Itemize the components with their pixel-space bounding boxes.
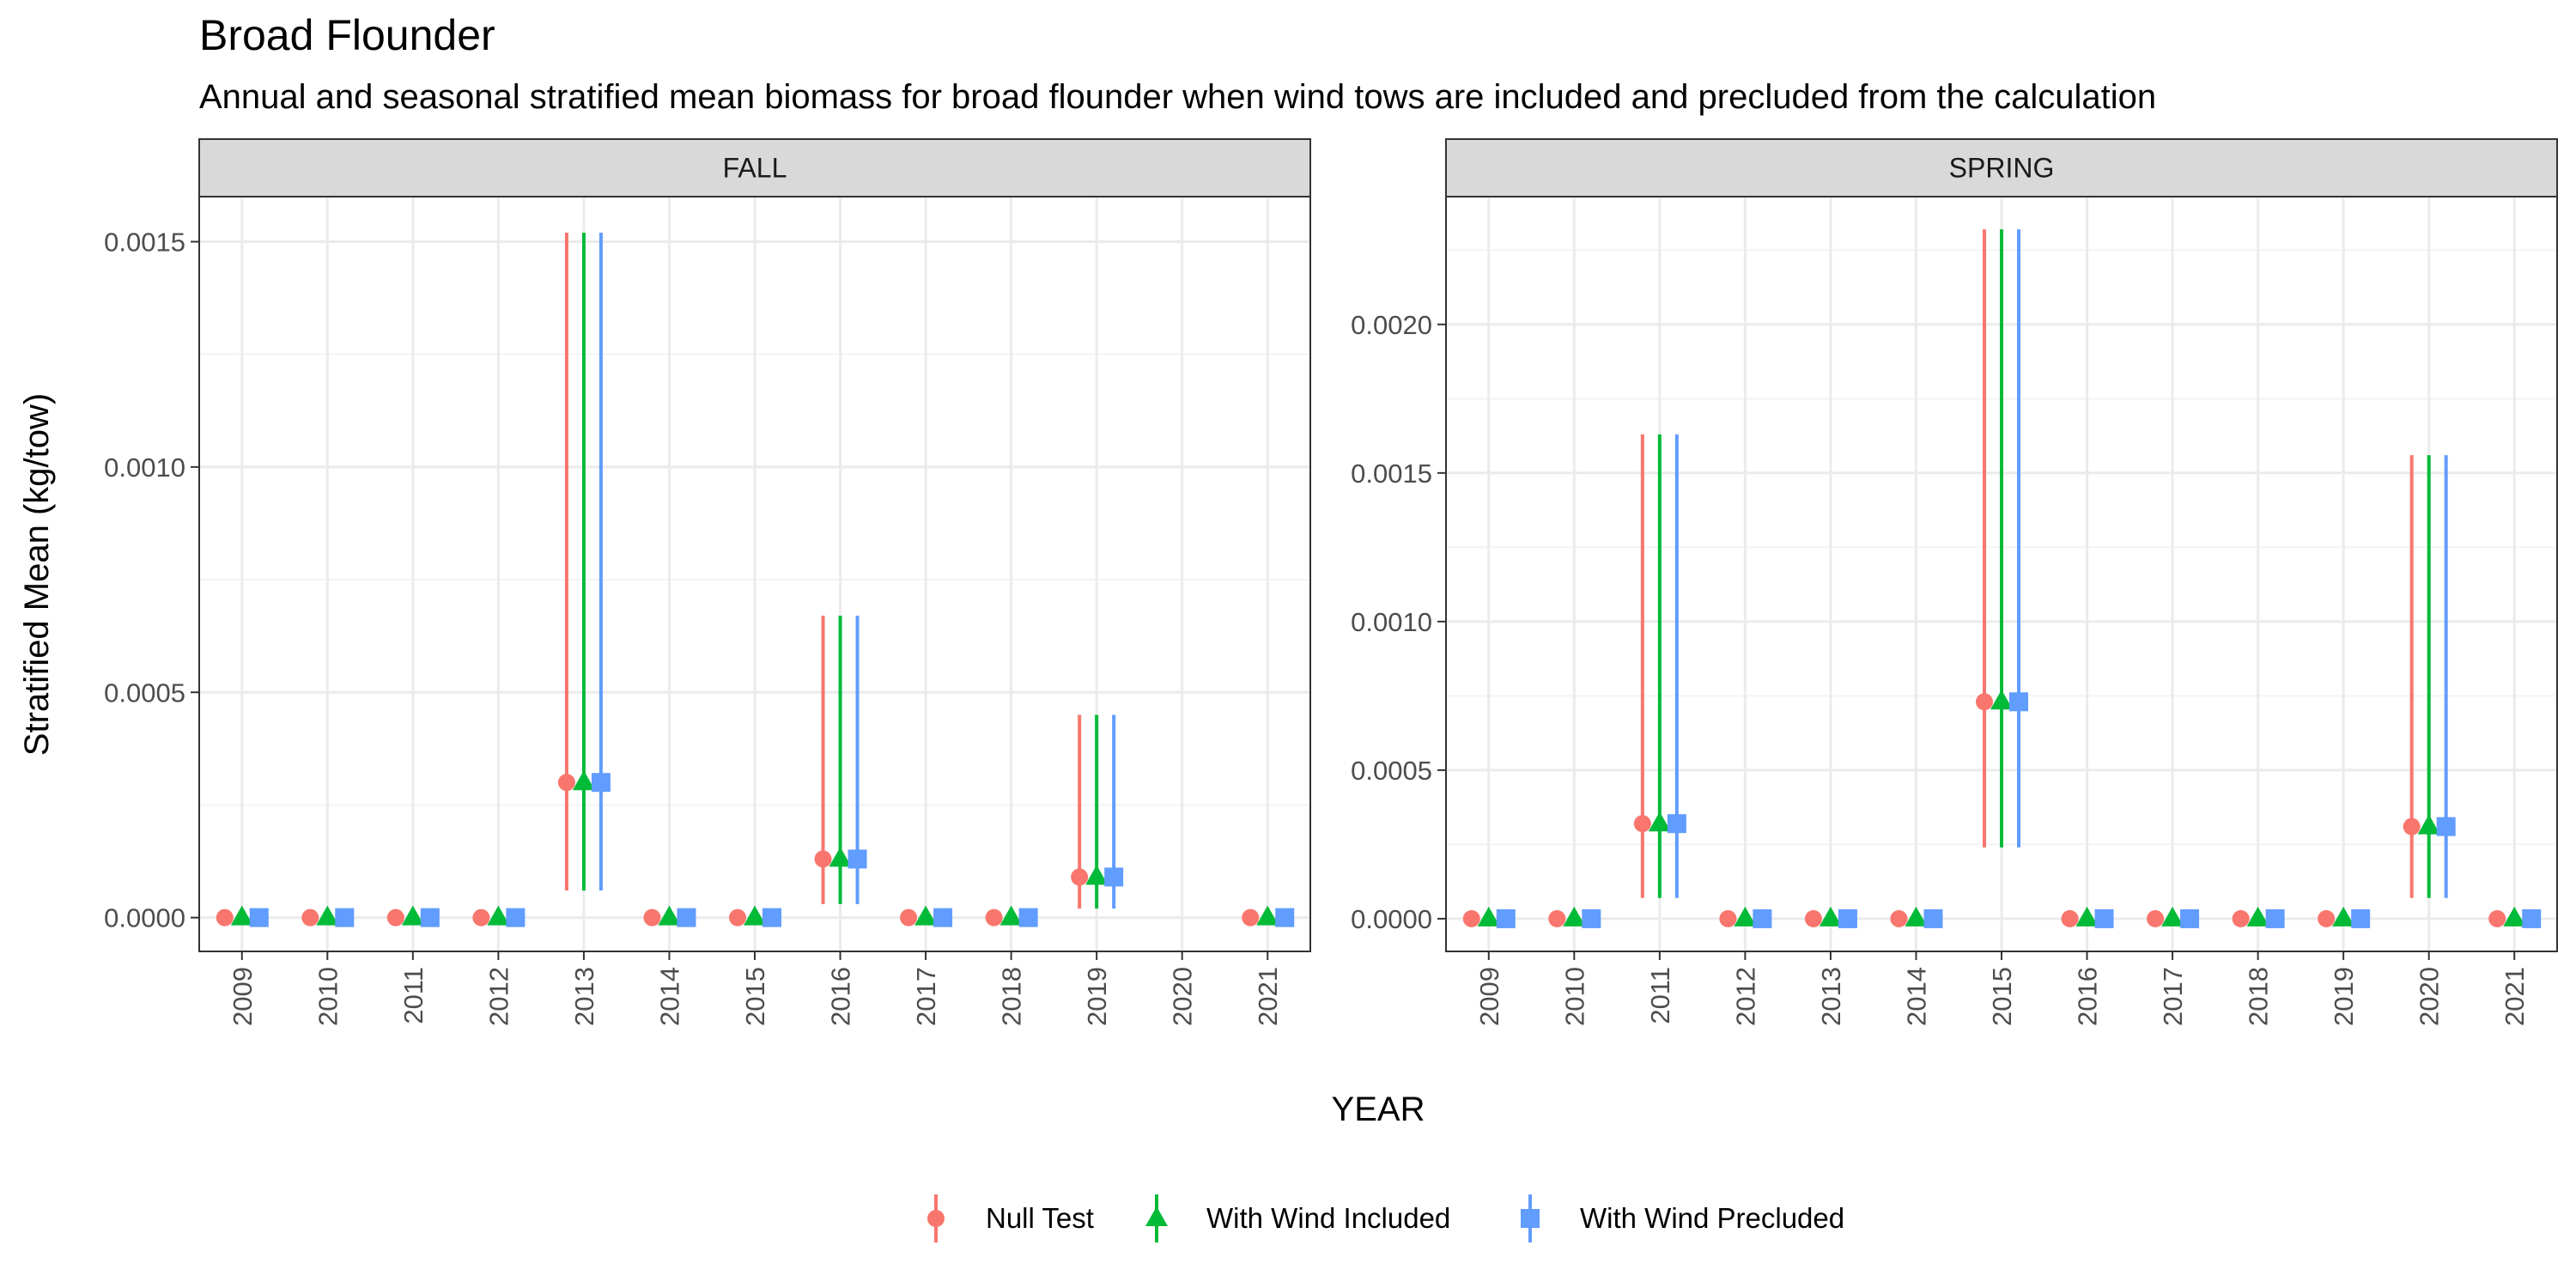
- point-2013-square: [1838, 909, 1857, 928]
- x-tick-label: 2013: [569, 967, 599, 1026]
- point-2012-circle: [1719, 910, 1736, 927]
- point-2013-circle: [1805, 910, 1822, 927]
- point-2020-square: [2437, 817, 2456, 836]
- point-2017-circle: [2147, 910, 2164, 927]
- x-tick-label: 2020: [2415, 967, 2445, 1026]
- x-tick-label: 2009: [228, 967, 258, 1026]
- x-tick-label: 2014: [654, 967, 684, 1026]
- x-tick-label: 2017: [911, 967, 941, 1026]
- x-tick-label: 2012: [483, 967, 513, 1026]
- point-2019-square: [1104, 867, 1123, 886]
- point-2018-circle: [986, 909, 1003, 927]
- point-2018-circle: [2233, 910, 2250, 927]
- point-2012-square: [1753, 909, 1771, 928]
- point-2019-square: [2351, 909, 2370, 928]
- point-2014-circle: [643, 909, 660, 927]
- x-tick-label: 2009: [1474, 967, 1504, 1026]
- y-tick-label: 0.0010: [104, 453, 185, 483]
- point-2021-square: [2522, 909, 2541, 928]
- y-tick-label: 0.0000: [104, 903, 185, 933]
- x-tick-label: 2010: [313, 967, 343, 1026]
- x-tick-label: 2015: [740, 967, 770, 1026]
- x-tick-label: 2018: [997, 967, 1027, 1026]
- y-tick-label: 0.0020: [1351, 310, 1432, 340]
- point-2010-circle: [301, 909, 319, 927]
- point-2009-circle: [1463, 910, 1480, 927]
- point-2021-circle: [1242, 909, 1259, 927]
- point-2014-square: [677, 908, 696, 927]
- x-tick-label: 2021: [1253, 967, 1283, 1026]
- point-2011-circle: [387, 909, 404, 927]
- chart-subtitle: Annual and seasonal stratified mean biom…: [199, 78, 2156, 116]
- x-tick-label: 2011: [398, 967, 428, 1024]
- x-tick-label: 2015: [1987, 967, 2017, 1026]
- legend-key-square: [1521, 1209, 1540, 1228]
- x-tick-label: 2016: [826, 967, 856, 1026]
- point-2014-circle: [1890, 910, 1907, 927]
- point-2018-square: [1019, 908, 1038, 927]
- point-2020-circle: [2403, 818, 2421, 835]
- point-2016-circle: [2062, 910, 2079, 927]
- x-tick-label: 2016: [2073, 967, 2103, 1026]
- legend-label: With Wind Included: [1206, 1202, 1450, 1234]
- point-2015-circle: [729, 909, 746, 927]
- point-2011-square: [1668, 814, 1686, 833]
- x-tick-label: 2019: [2329, 967, 2359, 1026]
- x-tick-label: 2020: [1168, 967, 1198, 1026]
- point-2011-square: [421, 908, 440, 927]
- x-tick-label: 2014: [1901, 967, 1931, 1026]
- point-2021-square: [1275, 908, 1294, 927]
- y-tick-label: 0.0005: [1351, 756, 1432, 786]
- point-2011-circle: [1634, 815, 1651, 832]
- point-2009-square: [250, 908, 269, 927]
- x-tick-label: 2012: [1730, 967, 1760, 1026]
- point-2013-square: [592, 773, 611, 792]
- point-2015-circle: [1976, 693, 1993, 710]
- point-2009-square: [1497, 909, 1516, 928]
- x-tick-label: 2019: [1082, 967, 1112, 1026]
- point-2019-circle: [1071, 868, 1088, 885]
- point-2017-circle: [900, 909, 917, 927]
- x-axis-title: YEAR: [1332, 1091, 1425, 1128]
- point-2014-square: [1923, 909, 1942, 928]
- x-tick-label: 2018: [2244, 967, 2274, 1026]
- point-2010-square: [1582, 909, 1601, 928]
- facet-strip-label: SPRING: [1949, 153, 2055, 184]
- x-tick-label: 2011: [1645, 967, 1675, 1024]
- point-2015-square: [762, 908, 781, 927]
- facet-strip-label: FALL: [723, 153, 787, 184]
- y-tick-label: 0.0015: [104, 227, 185, 257]
- point-2018-square: [2266, 909, 2285, 928]
- point-2010-square: [335, 908, 354, 927]
- point-2017-square: [2180, 909, 2199, 928]
- point-2017-square: [933, 908, 952, 927]
- point-2010-circle: [1548, 910, 1565, 927]
- point-2012-square: [506, 908, 525, 927]
- point-2016-square: [848, 849, 867, 868]
- x-tick-label: 2021: [2500, 967, 2530, 1026]
- chart-title: Broad Flounder: [199, 11, 495, 59]
- point-2016-square: [2095, 909, 2114, 928]
- legend-key-circle: [927, 1210, 945, 1227]
- x-tick-label: 2017: [2158, 967, 2188, 1026]
- point-2019-circle: [2318, 910, 2335, 927]
- point-2015-square: [2009, 692, 2028, 711]
- y-axis-title: Stratified Mean (kg/tow): [18, 393, 56, 756]
- legend-label: With Wind Precluded: [1580, 1202, 1844, 1234]
- point-2016-circle: [815, 850, 832, 867]
- y-tick-label: 0.0015: [1351, 459, 1432, 489]
- legend-label: Null Test: [986, 1202, 1094, 1234]
- point-2012-circle: [472, 909, 489, 927]
- point-2013-circle: [558, 774, 575, 791]
- point-2009-circle: [216, 909, 234, 927]
- x-tick-label: 2013: [1816, 967, 1846, 1026]
- x-tick-label: 2010: [1559, 967, 1589, 1026]
- y-tick-label: 0.0010: [1351, 607, 1432, 637]
- y-tick-label: 0.0000: [1351, 904, 1432, 934]
- point-2021-circle: [2488, 910, 2506, 927]
- y-tick-label: 0.0005: [104, 677, 185, 708]
